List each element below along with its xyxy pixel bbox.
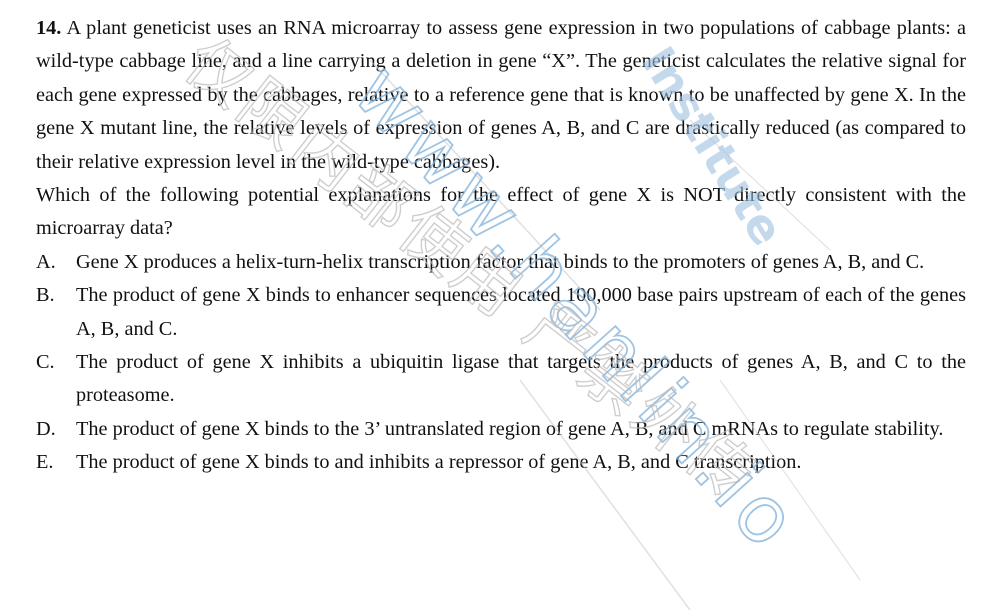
answer-options: A. Gene X produces a helix-turn-helix tra…	[36, 246, 966, 480]
option-b: B. The product of gene X binds to enhance…	[36, 279, 966, 346]
option-e: E. The product of gene X binds to and inh…	[36, 446, 966, 479]
option-d-letter: D.	[36, 417, 56, 440]
option-b-text: The product of gene X binds to enhancer …	[76, 284, 966, 340]
option-a-text: Gene X produces a helix-turn-helix trans…	[76, 250, 925, 273]
option-d-text: The product of gene X binds to the 3’ un…	[76, 417, 944, 440]
question-stem: 14. A plant geneticist uses an RNA micro…	[36, 12, 966, 179]
question-block: 14. A plant geneticist uses an RNA micro…	[36, 12, 966, 480]
option-e-text: The product of gene X binds to and inhib…	[76, 451, 802, 474]
question-prompt: Which of the following potential explana…	[36, 184, 966, 240]
question-stem-text: A plant geneticist uses an RNA microarra…	[36, 17, 967, 173]
option-a-letter: A.	[36, 250, 56, 273]
option-c-text: The product of gene X inhibits a ubiquit…	[76, 351, 966, 407]
option-a: A. Gene X produces a helix-turn-helix tra…	[36, 246, 966, 279]
option-e-letter: E.	[36, 451, 54, 474]
option-b-letter: B.	[36, 284, 55, 307]
option-d: D. The product of gene X binds to the 3’ …	[36, 413, 966, 446]
option-c: C. The product of gene X inhibits a ubiqu…	[36, 346, 966, 413]
question-number: 14.	[36, 17, 62, 39]
option-c-letter: C.	[36, 351, 55, 374]
